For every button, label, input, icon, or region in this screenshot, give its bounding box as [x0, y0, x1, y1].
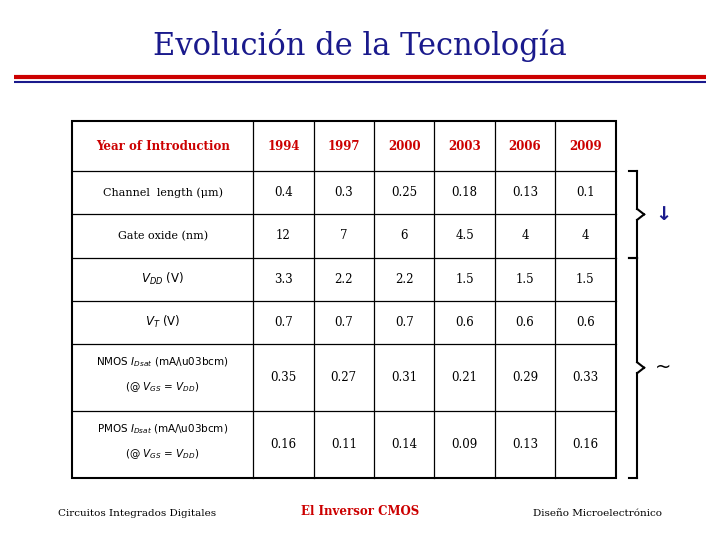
Text: 0.7: 0.7 — [274, 316, 293, 329]
Text: 2.2: 2.2 — [335, 273, 353, 286]
Text: Channel  length (μm): Channel length (μm) — [102, 187, 222, 198]
Text: 0.6: 0.6 — [576, 316, 595, 329]
Text: ~: ~ — [655, 358, 671, 377]
Text: 2003: 2003 — [449, 140, 481, 153]
Text: 0.31: 0.31 — [391, 371, 418, 384]
Text: 0.16: 0.16 — [270, 438, 297, 451]
Text: 2009: 2009 — [569, 140, 602, 153]
Text: 0.3: 0.3 — [334, 186, 354, 199]
Text: 0.09: 0.09 — [451, 438, 478, 451]
Text: 1997: 1997 — [328, 140, 360, 153]
Text: 1.5: 1.5 — [455, 273, 474, 286]
Text: $V_T$ (V): $V_T$ (V) — [145, 314, 180, 330]
Text: 0.13: 0.13 — [512, 438, 538, 451]
Text: 7: 7 — [340, 230, 348, 242]
Text: (@ $V_{GS}$ = $V_{DD}$): (@ $V_{GS}$ = $V_{DD}$) — [125, 447, 199, 461]
Text: 0.16: 0.16 — [572, 438, 598, 451]
Text: 4: 4 — [582, 230, 589, 242]
Text: 6: 6 — [400, 230, 408, 242]
Text: 0.35: 0.35 — [270, 371, 297, 384]
Text: 0.21: 0.21 — [451, 371, 477, 384]
Text: 0.18: 0.18 — [451, 186, 477, 199]
Text: 0.13: 0.13 — [512, 186, 538, 199]
Text: 0.33: 0.33 — [572, 371, 598, 384]
Text: 2000: 2000 — [388, 140, 420, 153]
Text: Circuitos Integrados Digitales: Circuitos Integrados Digitales — [58, 509, 216, 518]
Text: 3.3: 3.3 — [274, 273, 293, 286]
Text: 4: 4 — [521, 230, 528, 242]
Text: 0.4: 0.4 — [274, 186, 293, 199]
Text: 0.14: 0.14 — [391, 438, 418, 451]
Text: 0.1: 0.1 — [576, 186, 595, 199]
Text: 1994: 1994 — [267, 140, 300, 153]
Text: 4.5: 4.5 — [455, 230, 474, 242]
Text: Evolución de la Tecnología: Evolución de la Tecnología — [153, 29, 567, 63]
Text: NMOS $I_{Dsat}$ (mA/\u03bcm): NMOS $I_{Dsat}$ (mA/\u03bcm) — [96, 355, 229, 369]
Text: 12: 12 — [276, 230, 291, 242]
Text: 0.11: 0.11 — [330, 438, 357, 451]
Text: El Inversor CMOS: El Inversor CMOS — [301, 505, 419, 518]
Text: Year of Introduction: Year of Introduction — [96, 140, 230, 153]
Text: 0.6: 0.6 — [516, 316, 534, 329]
Text: 0.7: 0.7 — [395, 316, 413, 329]
Text: PMOS $I_{Dsat}$ (mA/\u03bcm): PMOS $I_{Dsat}$ (mA/\u03bcm) — [97, 422, 228, 436]
Text: 2.2: 2.2 — [395, 273, 413, 286]
Text: 2006: 2006 — [509, 140, 541, 153]
Text: 0.27: 0.27 — [330, 371, 357, 384]
Text: Diseño Microelectrónico: Diseño Microelectrónico — [534, 509, 662, 518]
Text: 0.29: 0.29 — [512, 371, 538, 384]
Text: 0.6: 0.6 — [455, 316, 474, 329]
Text: $V_{DD}$ (V): $V_{DD}$ (V) — [141, 271, 184, 287]
Text: 1.5: 1.5 — [576, 273, 595, 286]
Text: 0.25: 0.25 — [391, 186, 418, 199]
Text: 0.7: 0.7 — [334, 316, 354, 329]
Text: Gate oxide (nm): Gate oxide (nm) — [117, 231, 207, 241]
Text: 1.5: 1.5 — [516, 273, 534, 286]
Text: ↓: ↓ — [655, 205, 671, 224]
Text: (@ $V_{GS}$ = $V_{DD}$): (@ $V_{GS}$ = $V_{DD}$) — [125, 380, 199, 394]
